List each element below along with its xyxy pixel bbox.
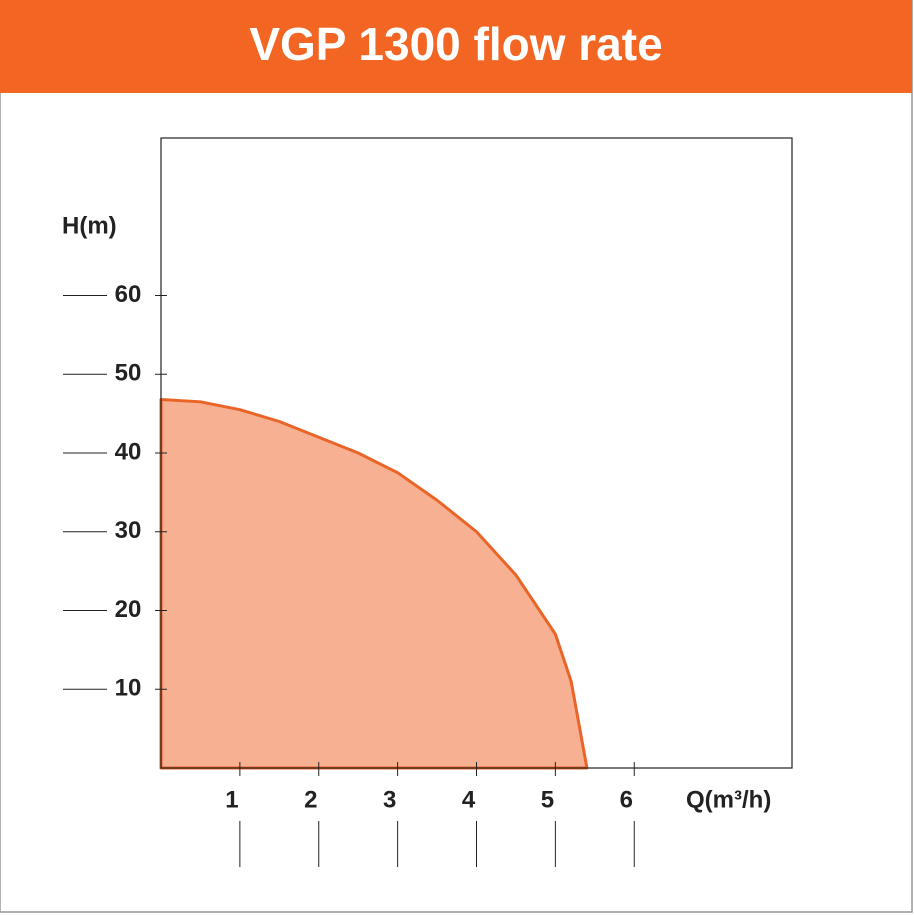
y-axis-label: H(m)	[62, 212, 117, 239]
y-tick-label: 60	[115, 281, 142, 308]
x-tick-label: 5	[541, 786, 554, 813]
x-axis-label: Q(m³/h)	[686, 786, 771, 813]
x-tick-label: 1	[225, 786, 238, 813]
y-tick-label: 30	[115, 517, 142, 544]
y-tick-label: 10	[115, 675, 142, 702]
y-tick-label: 50	[115, 360, 142, 387]
x-tick-label: 2	[304, 786, 317, 813]
chart-title: VGP 1300 flow rate	[249, 18, 662, 70]
x-tick-label: 6	[620, 786, 633, 813]
y-tick-label: 20	[115, 596, 142, 623]
x-tick-label: 3	[383, 786, 396, 813]
header-banner	[0, 0, 912, 93]
y-tick-label: 40	[115, 438, 142, 465]
area	[159, 397, 589, 770]
x-tick-label: 4	[462, 786, 476, 813]
